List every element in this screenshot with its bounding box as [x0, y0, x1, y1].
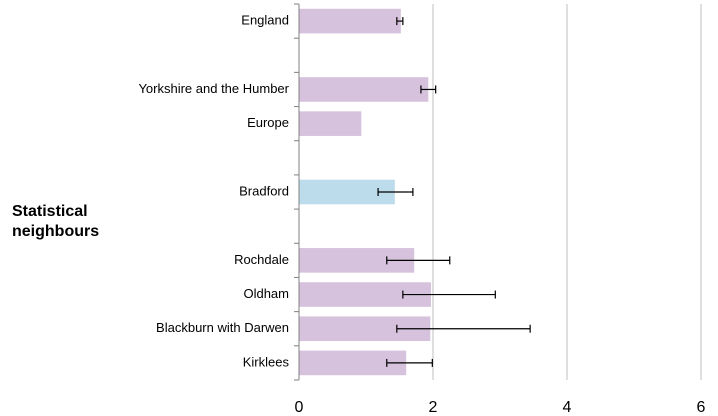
y-tick-label: Blackburn with Darwen [156, 320, 289, 335]
x-tick-label: 0 [295, 399, 304, 416]
error-bar [420, 85, 437, 94]
error-bar [386, 256, 451, 265]
y-tick-label: Yorkshire and the Humber [138, 81, 289, 96]
error-bar [386, 358, 433, 367]
bar [299, 8, 401, 34]
y-tick-label: Kirklees [243, 354, 290, 369]
y-tick-label: Europe [247, 115, 289, 130]
y-tick-label: Oldham [243, 286, 289, 301]
y-tick-label: Rochdale [234, 252, 289, 267]
y-tick-label: England [241, 13, 289, 28]
error-bar [396, 324, 531, 333]
x-tick-label: 6 [697, 399, 706, 416]
error-bar [396, 17, 404, 26]
bar [299, 111, 362, 136]
bar [299, 77, 429, 102]
x-tick-label: 4 [563, 399, 572, 416]
error-bar [402, 290, 496, 299]
y-tick-label: Bradford [239, 183, 289, 198]
x-tick-label: 2 [429, 399, 438, 416]
group-label: Statistical neighbours [12, 203, 100, 240]
error-bar [377, 188, 414, 196]
